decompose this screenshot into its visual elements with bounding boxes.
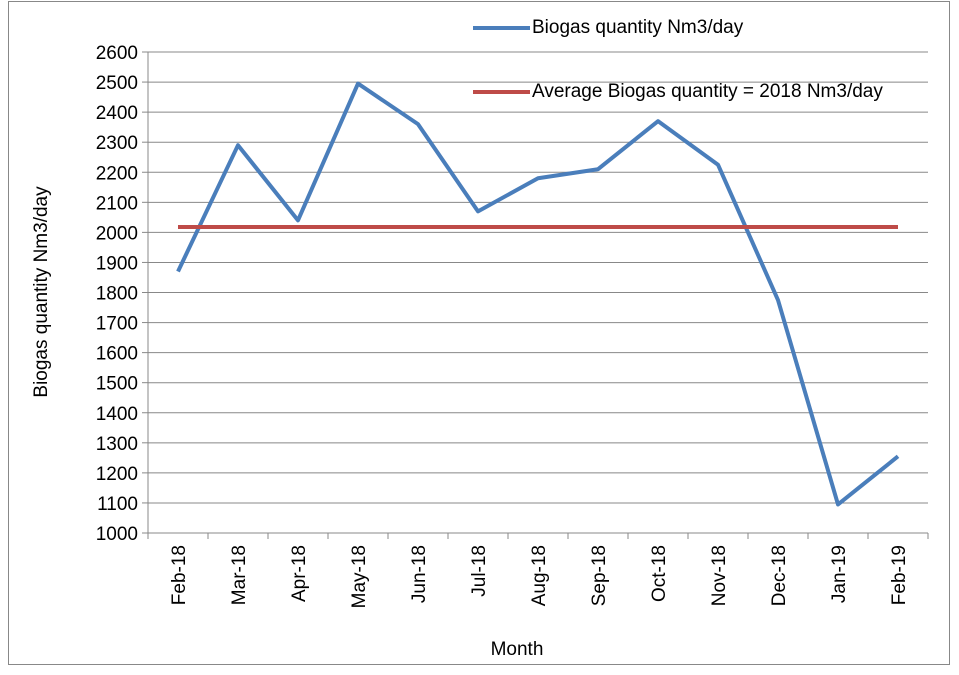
y-tick-label: 2500 xyxy=(96,73,138,94)
x-tick-label: Jul-18 xyxy=(469,545,490,597)
x-tick-label: Oct-18 xyxy=(649,545,670,602)
y-tick-label: 2000 xyxy=(96,223,138,244)
chart-border xyxy=(8,1,950,665)
legend-label: Biogas quantity Nm3/day xyxy=(532,17,744,38)
x-tick-label: Aug-18 xyxy=(529,545,550,606)
y-tick-label: 1400 xyxy=(96,404,138,425)
x-tick-label: Jun-18 xyxy=(409,545,430,603)
x-tick-label: Dec-18 xyxy=(769,545,790,606)
y-tick-label: 1900 xyxy=(96,253,138,274)
series-line xyxy=(176,81,900,507)
x-tick-label: Apr-18 xyxy=(289,545,310,602)
y-tick-label: 1500 xyxy=(96,374,138,395)
x-tick-label: Feb-19 xyxy=(889,545,910,605)
y-tick-label: 1300 xyxy=(96,434,138,455)
y-axis-label: Biogas quantity Nm3/day xyxy=(31,186,52,398)
y-tick-label: 1700 xyxy=(96,314,138,335)
y-tick-label: 2600 xyxy=(96,43,138,64)
y-tick-label: 2100 xyxy=(96,193,138,214)
y-tick-label: 2400 xyxy=(96,103,138,124)
y-tick-label: 1800 xyxy=(96,284,138,305)
legend-label: Average Biogas quantity = 2018 Nm3/day xyxy=(532,81,883,102)
y-tick-label: 2200 xyxy=(96,163,138,184)
y-tick-label: 1000 xyxy=(96,524,138,545)
x-tick-label: Feb-18 xyxy=(169,545,190,605)
x-tick-label: Jan-19 xyxy=(829,545,850,603)
y-tick-label: 1200 xyxy=(96,464,138,485)
y-tick-label: 1600 xyxy=(96,344,138,365)
x-tick-label: Mar-18 xyxy=(229,545,250,605)
y-tick-label: 2300 xyxy=(96,133,138,154)
x-tick-label: Nov-18 xyxy=(709,545,730,606)
y-tick-label: 1100 xyxy=(97,494,138,515)
x-axis-label: Month xyxy=(491,639,544,660)
x-tick-label: Sep-18 xyxy=(589,545,610,606)
x-tick-label: May-18 xyxy=(349,545,370,608)
